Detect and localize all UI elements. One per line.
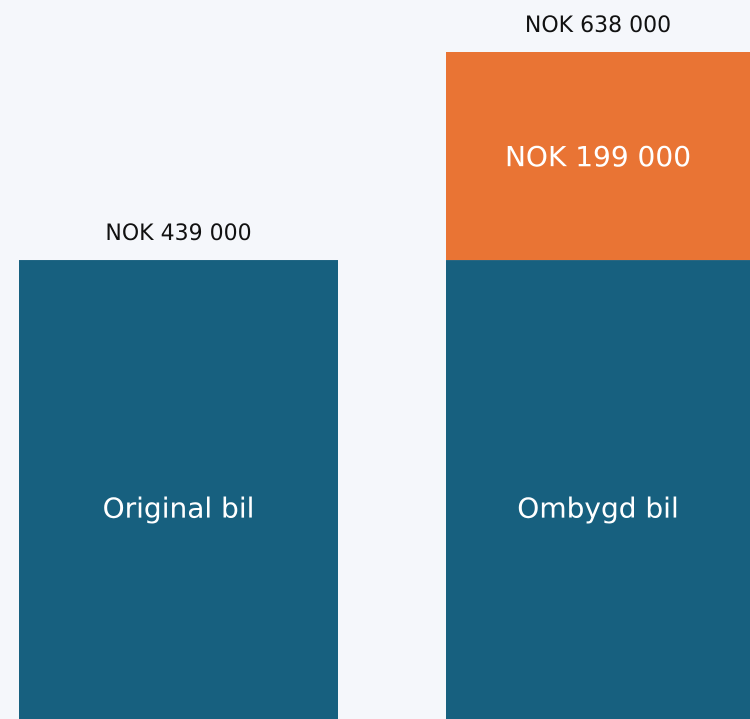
value-label: NOK 439 000 — [105, 221, 251, 246]
bar-segment — [19, 260, 338, 719]
category-label: Ombygd bil — [517, 492, 678, 525]
value-label: NOK 199 000 — [505, 140, 691, 173]
category-label: Original bil — [103, 492, 255, 525]
bar-segment — [446, 52, 750, 261]
bar-segment — [446, 260, 750, 719]
total-label: NOK 638 000 — [525, 13, 671, 38]
